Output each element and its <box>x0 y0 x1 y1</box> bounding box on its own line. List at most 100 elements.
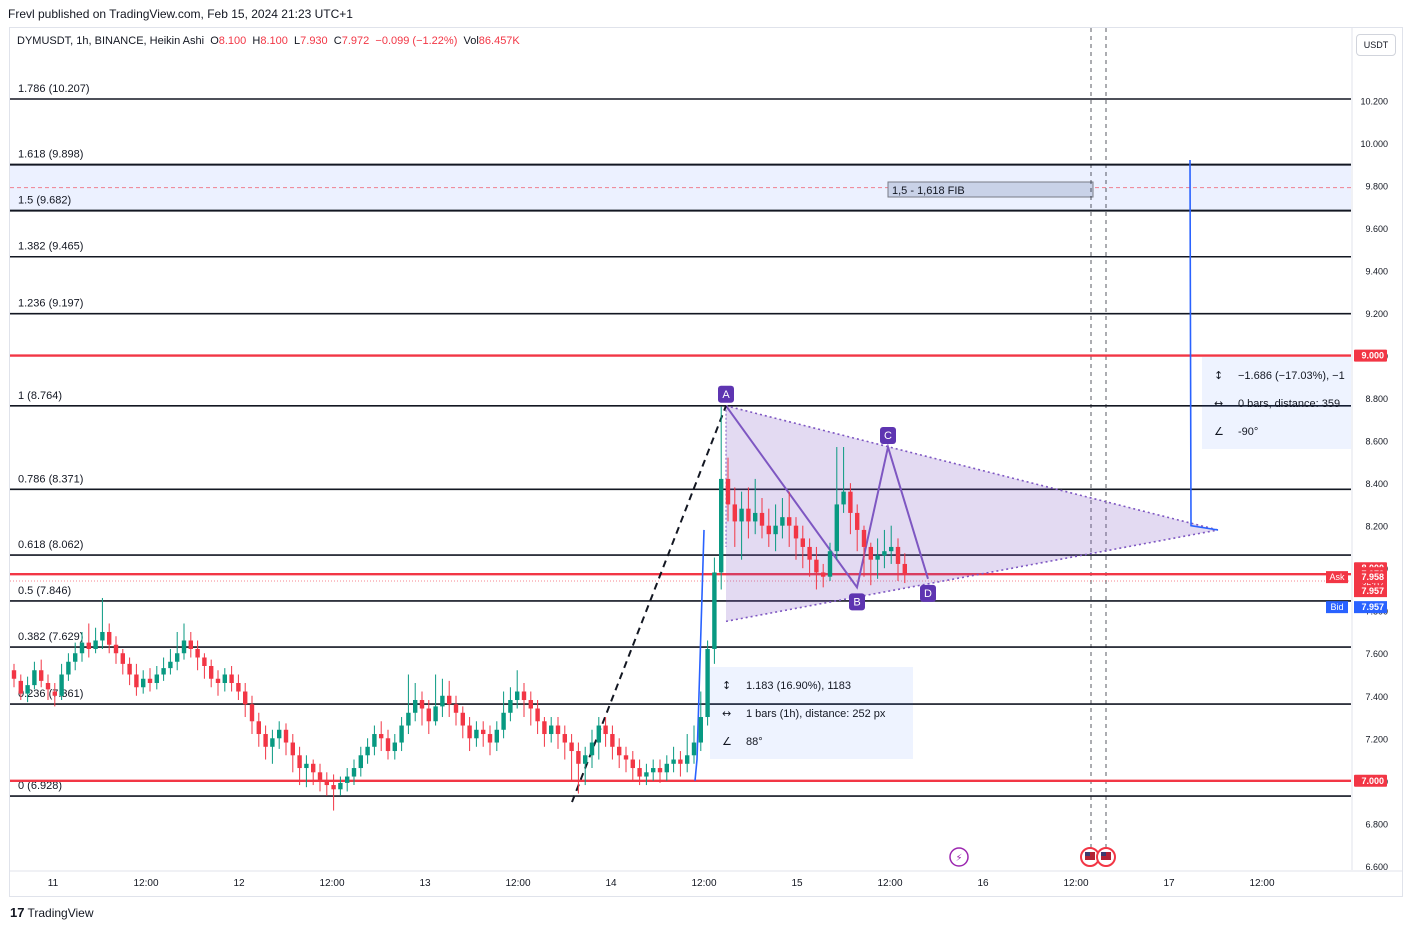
candle[interactable] <box>351 759 357 786</box>
candle[interactable] <box>515 670 520 709</box>
candle[interactable] <box>637 759 642 786</box>
candle[interactable] <box>834 447 839 560</box>
measure-down-line[interactable] <box>1189 159 1219 531</box>
candle[interactable] <box>147 668 153 692</box>
candle[interactable] <box>243 683 248 718</box>
candle[interactable] <box>453 695 459 726</box>
candle[interactable] <box>45 674 51 701</box>
candle[interactable] <box>331 774 336 811</box>
candle[interactable] <box>277 721 282 749</box>
candle[interactable] <box>236 674 241 701</box>
candle[interactable] <box>705 640 710 726</box>
candle[interactable] <box>841 447 846 513</box>
candle[interactable] <box>120 648 125 675</box>
candle[interactable] <box>759 498 765 539</box>
candle[interactable] <box>311 759 316 786</box>
candle[interactable] <box>630 751 635 781</box>
measure-up-line[interactable] <box>694 529 705 781</box>
candle[interactable] <box>861 525 867 577</box>
candle[interactable] <box>487 725 493 756</box>
candle[interactable] <box>188 631 193 658</box>
lightning-event-icon[interactable]: ⚡ <box>949 847 969 867</box>
candle[interactable] <box>671 746 676 773</box>
candle[interactable] <box>222 668 227 692</box>
candle[interactable] <box>385 729 391 760</box>
candle[interactable] <box>202 653 207 679</box>
candle[interactable] <box>100 597 105 649</box>
tradingview-logo[interactable]: 17 TradingView <box>10 905 94 920</box>
candle[interactable] <box>678 751 683 777</box>
candle[interactable] <box>494 721 499 752</box>
candle[interactable] <box>780 498 785 539</box>
candle[interactable] <box>79 631 85 662</box>
candle[interactable] <box>256 712 261 747</box>
candle[interactable] <box>827 542 833 581</box>
pattern-point-a[interactable]: A <box>718 385 734 403</box>
candle[interactable] <box>338 776 343 796</box>
candle[interactable] <box>793 517 799 560</box>
candle[interactable] <box>433 674 438 726</box>
candle[interactable] <box>807 538 812 577</box>
candle[interactable] <box>249 695 255 735</box>
candle[interactable] <box>86 623 91 658</box>
candle[interactable] <box>317 763 323 792</box>
candle[interactable] <box>181 623 187 660</box>
candle[interactable] <box>576 742 581 794</box>
candle[interactable] <box>154 665 159 690</box>
symbol-title[interactable]: DYMUSDT, 1h, BINANCE, Heikin Ashi <box>17 35 205 47</box>
candle[interactable] <box>59 663 64 701</box>
candle[interactable] <box>569 734 574 781</box>
candle[interactable] <box>542 717 547 747</box>
measure-up-info[interactable]: ↕ 1.183 (16.90%), 1183 ↔ 1 bars (1h), dista… <box>710 667 913 759</box>
candle[interactable] <box>161 657 166 681</box>
impulse-dashed-line[interactable] <box>571 405 727 803</box>
candle[interactable] <box>753 478 758 535</box>
candle[interactable] <box>821 563 826 588</box>
candle[interactable] <box>134 663 139 696</box>
candle[interactable] <box>283 723 289 756</box>
candle[interactable] <box>93 627 98 654</box>
candle[interactable] <box>787 491 792 547</box>
candle[interactable] <box>725 457 731 522</box>
candle[interactable] <box>902 553 907 584</box>
candle[interactable] <box>66 653 71 681</box>
candle[interactable] <box>419 691 425 726</box>
candle[interactable] <box>895 538 901 581</box>
candle[interactable] <box>855 504 860 552</box>
measure-down-info[interactable]: ↕ −1.686 (−17.03%), −1 ↔ 0 bars, distance: … <box>1202 357 1351 449</box>
candle[interactable] <box>460 706 465 739</box>
candle[interactable] <box>501 691 506 739</box>
candle[interactable] <box>589 729 595 769</box>
candle[interactable] <box>426 700 431 735</box>
candle[interactable] <box>107 623 112 654</box>
candle[interactable] <box>610 725 615 760</box>
candle[interactable] <box>467 717 472 752</box>
abcd-pattern-line[interactable] <box>725 405 929 590</box>
candle[interactable] <box>73 642 78 671</box>
candle[interactable] <box>549 717 554 743</box>
candle[interactable] <box>345 768 350 792</box>
candle[interactable] <box>732 487 737 547</box>
us-flag-event-icon-1[interactable] <box>1096 847 1116 867</box>
pattern-point-b[interactable]: B <box>849 593 865 611</box>
candle[interactable] <box>691 725 697 764</box>
candle[interactable] <box>52 683 57 707</box>
symbol-legend[interactable]: DYMUSDT, 1h, BINANCE, Heikin Ashi O8.100… <box>17 35 520 47</box>
candle[interactable] <box>141 670 146 694</box>
candle[interactable] <box>32 661 37 690</box>
candle[interactable] <box>719 406 724 590</box>
candle[interactable] <box>617 738 622 769</box>
candle[interactable] <box>440 678 445 718</box>
candle[interactable] <box>528 691 533 726</box>
candle[interactable] <box>698 691 703 752</box>
pattern-point-d[interactable]: D <box>920 584 936 602</box>
candle[interactable] <box>413 683 418 722</box>
candle[interactable] <box>814 546 819 590</box>
candle[interactable] <box>848 483 853 535</box>
candle[interactable] <box>392 734 397 760</box>
candle[interactable] <box>270 729 275 764</box>
candle[interactable] <box>474 721 479 747</box>
candle[interactable] <box>324 772 329 796</box>
candle[interactable] <box>644 763 649 786</box>
